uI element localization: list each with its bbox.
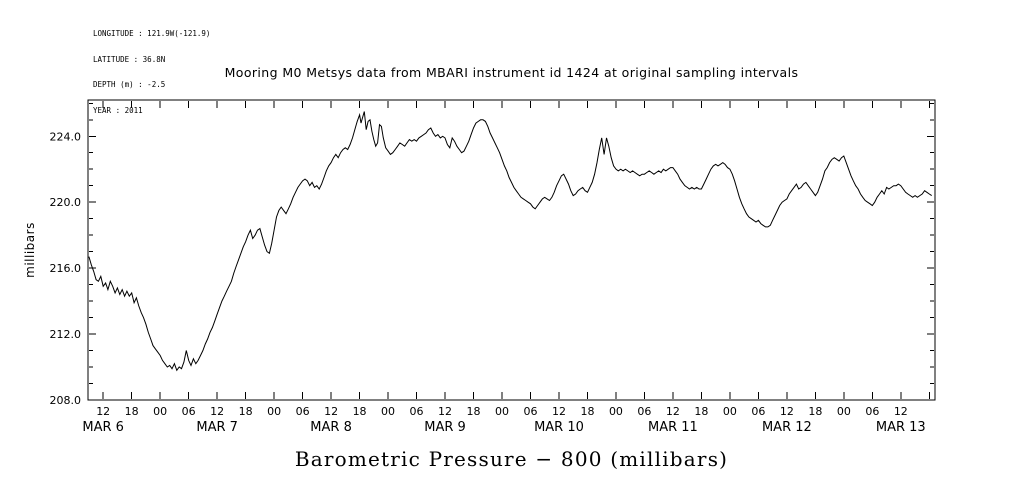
x-tick-label: 06 <box>751 405 765 418</box>
depth-label: DEPTH (m) : -2.5 <box>93 80 166 89</box>
x-tick-label: 12 <box>210 405 224 418</box>
x-date-label: MAR 6 <box>82 420 124 435</box>
y-tick-label: 220.0 <box>50 196 82 209</box>
y-tick-label: 224.0 <box>50 130 82 143</box>
x-date-label: MAR 13 <box>876 420 926 435</box>
x-tick-label: 18 <box>580 405 594 418</box>
x-tick-label: 06 <box>296 405 310 418</box>
x-tick-label: 00 <box>837 405 851 418</box>
x-tick-label: 06 <box>865 405 879 418</box>
chart-title: Mooring M0 Metsys data from MBARI instru… <box>224 65 799 80</box>
x-tick-label: 06 <box>637 405 651 418</box>
x-tick-label: 00 <box>609 405 623 418</box>
x-tick-label: 18 <box>808 405 822 418</box>
x-tick-label: 12 <box>324 405 338 418</box>
x-tick-label: 12 <box>894 405 908 418</box>
x-tick-label: 06 <box>523 405 537 418</box>
x-date-label: MAR 10 <box>534 420 584 435</box>
y-tick-label: 216.0 <box>50 262 82 275</box>
x-tick-label: 06 <box>410 405 424 418</box>
x-tick-label: 12 <box>96 405 110 418</box>
x-tick-label: 18 <box>353 405 367 418</box>
year-label: YEAR : 2011 <box>93 105 143 115</box>
x-tick-label: 00 <box>267 405 281 418</box>
x-tick-label: 00 <box>153 405 167 418</box>
plot-frame <box>87 99 936 401</box>
x-tick-label: 18 <box>467 405 481 418</box>
x-tick-label: 06 <box>182 405 196 418</box>
x-tick-label: 00 <box>723 405 737 418</box>
x-date-label: MAR 7 <box>196 420 238 435</box>
y-tick-label: 212.0 <box>50 328 82 341</box>
longitude-label: LONGITUDE : 121.9W(-121.9) <box>93 29 211 38</box>
header-metadata: LONGITUDE : 121.9W(-121.9) LATITUDE : 36… <box>93 13 210 132</box>
x-date-label: MAR 8 <box>310 420 352 435</box>
latitude-label: LATITUDE : 36.8N <box>93 54 166 64</box>
x-date-label: MAR 11 <box>648 420 698 435</box>
x-tick-label: 18 <box>694 405 708 418</box>
x-tick-label: 18 <box>239 405 253 418</box>
pressure-series-line <box>88 111 932 372</box>
x-tick-label: 12 <box>552 405 566 418</box>
x-tick-label: 18 <box>125 405 139 418</box>
x-tick-label: 00 <box>495 405 509 418</box>
x-tick-label: 12 <box>438 405 452 418</box>
x-date-label: MAR 9 <box>424 420 466 435</box>
y-tick-label: 208.0 <box>50 394 82 407</box>
x-tick-label: 12 <box>666 405 680 418</box>
x-tick-label: 00 <box>381 405 395 418</box>
x-axis-title: Barometric Pressure − 800 (millibars) <box>294 447 729 471</box>
x-tick-label: 12 <box>780 405 794 418</box>
x-date-label: MAR 12 <box>762 420 812 435</box>
